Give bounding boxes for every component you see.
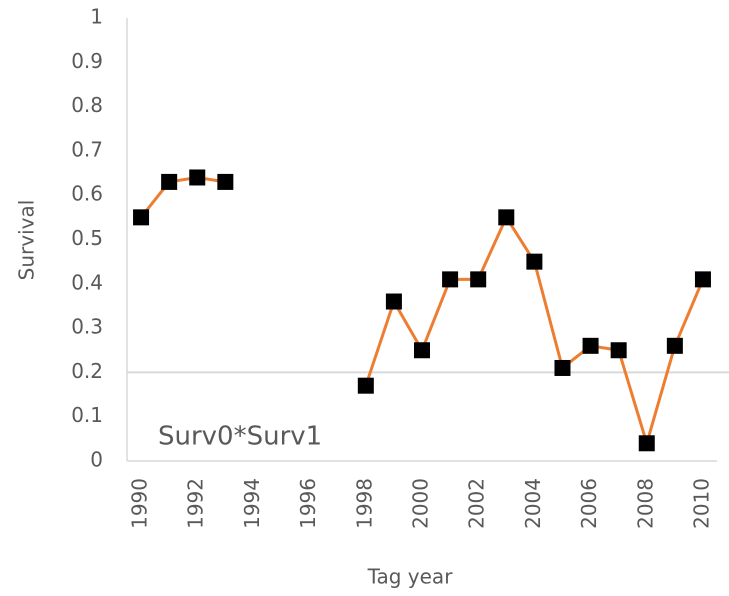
y-tick-label: 0.4	[71, 270, 103, 294]
y-tick-label: 0.7	[71, 137, 103, 161]
y-tick-label: 0.8	[71, 93, 103, 117]
marker	[217, 173, 234, 190]
x-tick-label: 1992	[184, 478, 208, 529]
marker	[189, 169, 206, 186]
marker	[161, 173, 178, 190]
y-tick-label: 0.5	[71, 226, 103, 250]
x-tick-label: 1998	[352, 478, 376, 529]
marker	[385, 293, 402, 310]
x-tick-label: 1990	[128, 478, 152, 529]
y-tick-label: 0	[90, 448, 103, 472]
annotation: Surv0*Surv1	[158, 422, 322, 452]
marker	[470, 271, 487, 288]
y-tick-label: 0.1	[71, 403, 103, 427]
marker	[554, 359, 571, 376]
y-tick-label: 0.3	[71, 315, 103, 339]
x-tick-label: 2000	[409, 478, 433, 529]
y-tick-label: 0.2	[71, 359, 103, 383]
y-tick-label: 0.6	[71, 182, 103, 206]
x-tick-label: 2004	[521, 478, 545, 529]
marker	[498, 209, 515, 226]
marker	[357, 377, 374, 394]
y-tick-label: 0.9	[71, 49, 103, 73]
x-tick-label: 2002	[465, 478, 489, 529]
y-tick-label: 1	[90, 5, 103, 29]
marker	[666, 337, 683, 354]
x-tick-label: 2008	[633, 478, 657, 529]
marker	[414, 342, 430, 359]
marker	[133, 209, 150, 226]
x-axis-label: Tag year	[367, 565, 454, 589]
marker	[610, 342, 627, 359]
series-line	[139, 175, 705, 449]
x-tick-label: 1996	[296, 478, 320, 529]
marker	[582, 337, 599, 354]
marker	[526, 253, 543, 270]
x-tick-label: 2006	[577, 478, 601, 529]
x-tick-label: 1994	[240, 478, 264, 529]
marker	[442, 271, 459, 288]
y-axis-label: Survival	[15, 200, 39, 281]
marker	[694, 271, 711, 288]
x-tick-label: 2010	[689, 478, 713, 529]
marker	[638, 435, 655, 452]
